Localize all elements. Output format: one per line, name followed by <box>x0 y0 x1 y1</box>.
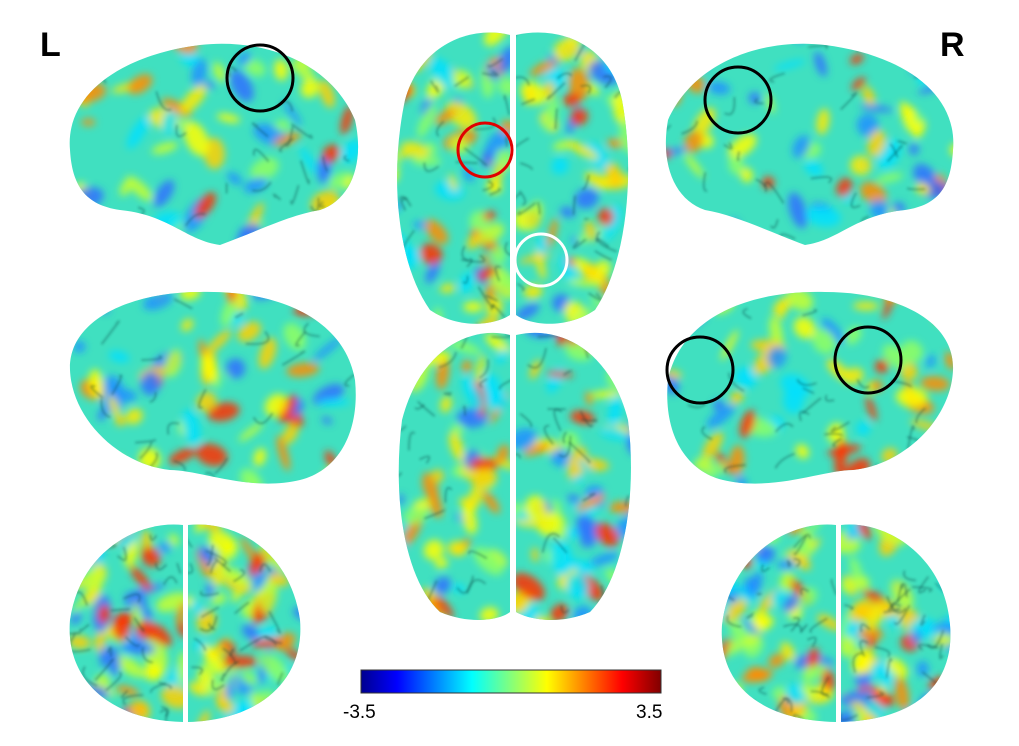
left-lateral-view <box>69 43 359 245</box>
ventral-view-left-hemisphere <box>398 332 510 620</box>
left-medial-view <box>69 291 356 484</box>
posterior-view-left-b <box>188 524 301 722</box>
posterior-view-right-a <box>721 524 836 722</box>
colorbar <box>360 669 662 694</box>
posterior-view-left-a <box>69 524 183 722</box>
highlight-circle-right-medial-posterior <box>833 325 903 395</box>
left-hemisphere-label: L <box>40 26 61 64</box>
highlight-circle-dorsal-red <box>456 121 514 179</box>
colorbar-max-label: 3.5 <box>636 702 663 723</box>
right-medial-view <box>667 291 954 484</box>
right-hemisphere-label: R <box>940 26 965 64</box>
dorsal-view-left-hemisphere <box>397 32 510 324</box>
highlight-circle-right-lateral <box>703 65 773 135</box>
colorbar-min-label: -3.5 <box>343 702 376 723</box>
dorsal-view-right-hemisphere <box>516 32 629 324</box>
highlight-circle-right-medial-anterior <box>665 335 735 405</box>
highlight-circle-dorsal-white <box>513 232 569 288</box>
posterior-view-right-b <box>841 524 951 722</box>
highlight-circle-left-lateral <box>225 43 295 113</box>
ventral-view-right-hemisphere <box>516 332 631 620</box>
right-lateral-view <box>665 43 954 245</box>
